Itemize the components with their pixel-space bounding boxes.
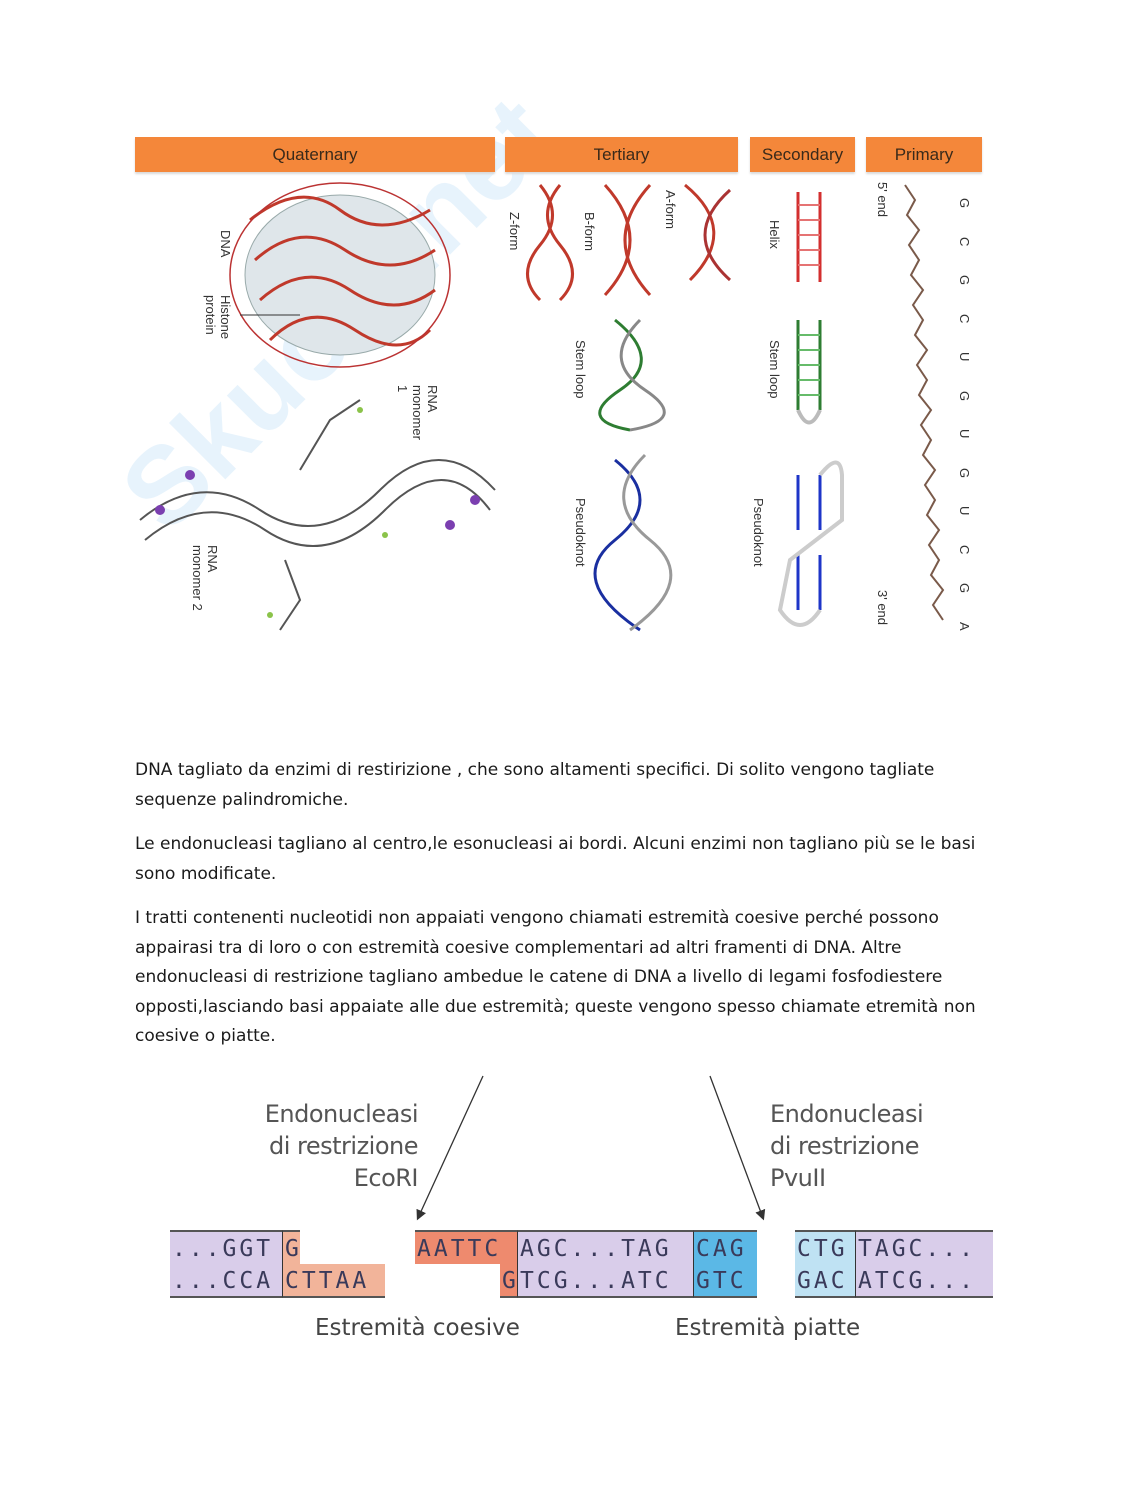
header-secondary: Secondary <box>750 137 855 172</box>
label-line: di restrizione <box>770 1132 920 1160</box>
label-line: PvuII <box>770 1164 826 1192</box>
header-primary: Primary <box>866 137 982 172</box>
seq-mid-top-c: CAG <box>693 1230 757 1264</box>
label-5-end: 5' end <box>875 182 890 218</box>
seq-right-bottom-a: GAC <box>795 1264 855 1298</box>
primary-base: G <box>957 583 972 594</box>
label-z-form: Z-form <box>507 212 522 251</box>
seq-right-top-b: TAGC... <box>855 1230 993 1264</box>
primary-base: C <box>957 313 972 323</box>
primary-base: U <box>957 352 972 362</box>
primary-base: G <box>957 390 972 401</box>
seq-left-top-a: ...GGT <box>170 1230 282 1264</box>
label-b-form: B-form <box>582 212 597 251</box>
rna-dimer-image <box>139 399 496 631</box>
header-tertiary: Tertiary <box>505 137 738 172</box>
primary-base: A <box>957 621 972 631</box>
seq-mid-bottom-c: GTC <box>693 1264 757 1298</box>
secondary-ladders <box>777 192 844 627</box>
label-dna: DNA <box>218 230 233 258</box>
label-rna2: RNA monomer 2 <box>190 545 220 611</box>
primary-base: G <box>957 467 972 478</box>
label-pseudoknot-tertiary: Pseudoknot <box>573 498 588 567</box>
seq-mid-bottom-b: TCG...ATC <box>517 1264 693 1298</box>
seq-left-top-b: G <box>282 1230 300 1264</box>
primary-base: C <box>957 544 972 554</box>
label-stem-loop-tertiary: Stem loop <box>573 340 588 399</box>
seq-mid-bottom-a: G <box>500 1264 517 1298</box>
arrow-ecori <box>416 1075 484 1221</box>
label-ecori: Endonucleasi di restrizione EcoRI <box>200 1098 419 1194</box>
primary-base: G <box>957 198 972 209</box>
label-pvuii: Endonucleasi di restrizione PvuII <box>770 1098 924 1194</box>
label-helix: Helix <box>767 220 782 249</box>
label-stem-loop-secondary: Stem loop <box>767 340 782 399</box>
primary-chain <box>904 184 945 621</box>
label-line: di restrizione <box>268 1132 419 1160</box>
label-3-end: 3' end <box>875 590 890 626</box>
caption-cohesive-ends: Estremità coesive <box>315 1315 520 1341</box>
primary-base: U <box>957 506 972 516</box>
arrow-pvuii <box>709 1075 766 1221</box>
header-quaternary: Quaternary <box>135 137 495 172</box>
label-a-form: A-form <box>663 190 678 229</box>
seq-right-top-a: CTG <box>795 1230 855 1264</box>
seq-mid-top-b: AGC...TAG <box>517 1230 693 1264</box>
paragraph-2: Le endonucleasi tagliano al centro,le es… <box>135 834 976 884</box>
label-histone: Histone protein <box>203 295 233 340</box>
label-rna1: RNA monomer 1 <box>395 385 440 440</box>
paragraph-3: I tratti contenenti nucleotidi non appai… <box>135 908 976 1046</box>
label-pseudoknot-secondary: Pseudoknot <box>751 498 766 567</box>
nucleosome-image <box>229 182 451 368</box>
label-line: Endonucleasi <box>264 1100 419 1128</box>
paragraph-1: DNA tagliato da enzimi di restirizione ,… <box>135 760 935 810</box>
primary-base: C <box>957 236 972 246</box>
caption-blunt-ends: Estremità piatte <box>675 1315 861 1341</box>
label-line: EcoRI <box>353 1164 419 1192</box>
structure-drawings <box>139 182 945 632</box>
primary-base: U <box>957 429 972 439</box>
seq-left-bottom-b: CTTAA <box>282 1264 385 1298</box>
seq-mid-top-a: AATTC <box>415 1230 517 1264</box>
seq-left-bottom-a: ...CCA <box>170 1264 282 1298</box>
primary-base: G <box>957 275 972 286</box>
seq-right-bottom-b: ATCG... <box>855 1264 993 1298</box>
label-line: Endonucleasi <box>770 1100 924 1128</box>
tertiary-helices <box>526 183 732 632</box>
